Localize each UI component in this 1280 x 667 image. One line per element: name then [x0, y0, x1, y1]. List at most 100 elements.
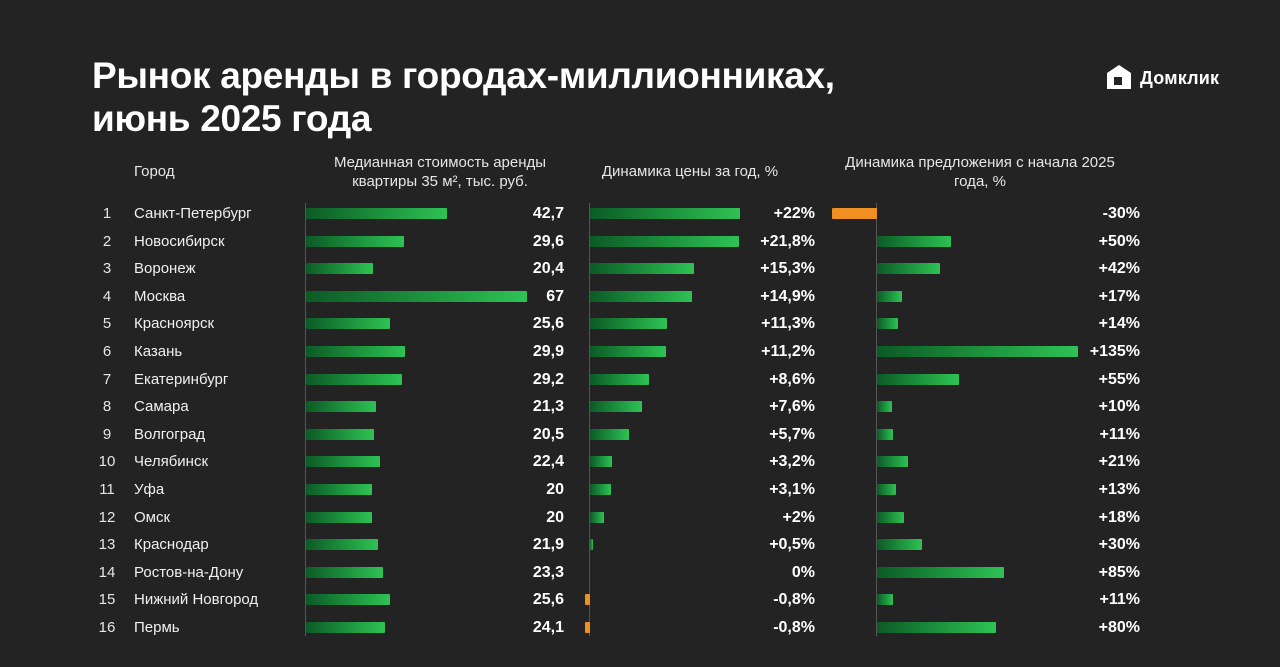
row-rank: 13 — [98, 536, 116, 554]
table-row: 16 Пермь 24,1 -0,8% +80% — [0, 614, 1280, 641]
rent-bar — [306, 539, 379, 551]
price-value: 0% — [791, 563, 815, 581]
rent-value: 29,9 — [532, 343, 564, 360]
rent-bar — [306, 456, 380, 468]
rent-value: 24,1 — [532, 619, 564, 636]
row-rank: 8 — [102, 398, 112, 416]
rent-value: 20 — [546, 508, 564, 526]
row-rank: 2 — [102, 232, 112, 250]
supply-bar — [877, 290, 903, 302]
city-name: Новосибирск — [134, 232, 225, 250]
title-line-2: июнь 2025 года — [92, 98, 372, 139]
supply-bar — [877, 235, 952, 247]
city-name: Краснодар — [134, 536, 209, 554]
supply-value: +17% — [1098, 287, 1140, 305]
table-row: 8 Самара 21,3 +7,6% +10% — [0, 393, 1280, 420]
table-row: 9 Волгоград 20,5 +5,7% +11% — [0, 421, 1280, 448]
table-row: 1 Санкт-Петербург 42,7 +22% -30% — [0, 200, 1280, 227]
price-bar — [590, 290, 692, 302]
table-row: 6 Казань 29,9 +11,2% +135% — [0, 338, 1280, 365]
supply-value: +21% — [1098, 453, 1140, 471]
price-bar — [590, 401, 642, 413]
rent-value: 22,4 — [532, 453, 564, 471]
table-row: 14 Ростов-на-Дону 23,3 0% +85% — [0, 559, 1280, 586]
price-value: +15,3% — [760, 260, 815, 278]
rent-bar — [306, 235, 404, 247]
header-rent-line-2: квартиры 35 м², тыс. руб. — [352, 173, 528, 190]
table-row: 7 Екатеринбург 29,2 +8,6% +55% — [0, 366, 1280, 393]
price-bar — [590, 235, 739, 247]
rent-value: 29,6 — [532, 232, 564, 250]
city-name: Уфа — [134, 481, 165, 498]
row-rank: 7 — [102, 370, 112, 388]
price-bar — [590, 373, 649, 385]
rent-bar — [306, 484, 372, 495]
price-bar — [590, 346, 667, 357]
price-value: -0,8% — [773, 619, 815, 636]
rent-value: 25,6 — [532, 591, 564, 609]
supply-axis-line — [876, 203, 877, 636]
supply-bar — [877, 594, 894, 606]
price-value: +7,6% — [769, 398, 815, 416]
rent-value: 25,6 — [532, 315, 564, 333]
header-price: Динамика цены за год, % — [601, 163, 779, 180]
table-row: 13 Краснодар 21,9 +0,5% +30% — [0, 531, 1280, 558]
supply-bar — [877, 263, 940, 275]
supply-bar — [877, 511, 904, 523]
price-value: +11,2% — [761, 343, 815, 360]
row-rank: 10 — [98, 453, 116, 471]
rent-bar — [306, 511, 372, 523]
row-rank: 12 — [98, 508, 116, 526]
price-value: +3,1% — [769, 481, 815, 498]
price-value: +0,5% — [769, 536, 815, 554]
table-row: 10 Челябинск 22,4 +3,2% +21% — [0, 448, 1280, 475]
price-value: +5,7% — [769, 425, 815, 443]
table-row: 4 Москва 67 +14,9% +17% — [0, 283, 1280, 310]
table-row: 12 Омск 20 +2% +18% — [0, 504, 1280, 531]
price-bar — [590, 263, 695, 275]
supply-value: +85% — [1098, 563, 1140, 581]
row-rank: 11 — [99, 481, 115, 498]
supply-bar — [877, 539, 922, 551]
header-supply-line-2: года, % — [954, 173, 1006, 190]
row-rank: 9 — [102, 425, 112, 443]
supply-value: -30% — [1102, 205, 1140, 222]
supply-value: +80% — [1098, 619, 1140, 636]
price-value: +11,3% — [761, 315, 815, 333]
price-bar — [590, 456, 612, 468]
city-name: Челябинск — [134, 453, 209, 471]
rent-value: 67 — [546, 287, 564, 305]
table-row: 5 Красноярск 25,6 +11,3% +14% — [0, 310, 1280, 337]
rent-value: 20,4 — [532, 260, 564, 278]
row-rank: 16 — [98, 619, 116, 636]
supply-value: +30% — [1098, 536, 1140, 554]
rent-bar — [306, 428, 374, 440]
row-rank: 3 — [102, 260, 112, 278]
supply-bar — [877, 622, 997, 633]
supply-value: +11% — [1099, 591, 1140, 609]
rent-bar — [306, 594, 391, 606]
rent-bar — [306, 566, 383, 578]
price-bar-negative — [585, 594, 590, 606]
logo-text: Домклик — [1140, 67, 1220, 88]
supply-bar — [877, 428, 894, 440]
city-name: Самара — [134, 398, 189, 416]
city-name: Пермь — [134, 619, 180, 636]
supply-bar — [877, 484, 897, 495]
supply-value: +10% — [1098, 398, 1140, 416]
rent-bar — [306, 346, 405, 357]
city-name: Нижний Новгород — [134, 591, 259, 609]
rent-bar — [306, 401, 377, 413]
rent-bar — [306, 290, 527, 302]
price-bar — [590, 208, 740, 219]
supply-value: +18% — [1098, 508, 1140, 526]
rent-bar — [306, 263, 374, 275]
header-city: Город — [134, 163, 175, 180]
price-value: +3,2% — [769, 453, 815, 471]
table-row: 3 Воронеж 20,4 +15,3% +42% — [0, 255, 1280, 282]
price-axis-line — [589, 203, 590, 636]
row-rank: 6 — [102, 343, 112, 360]
header-rent: Медианная стоимость аренды квартиры 35 м… — [310, 153, 570, 191]
rent-value: 21,9 — [532, 536, 564, 554]
city-name: Казань — [134, 343, 183, 360]
